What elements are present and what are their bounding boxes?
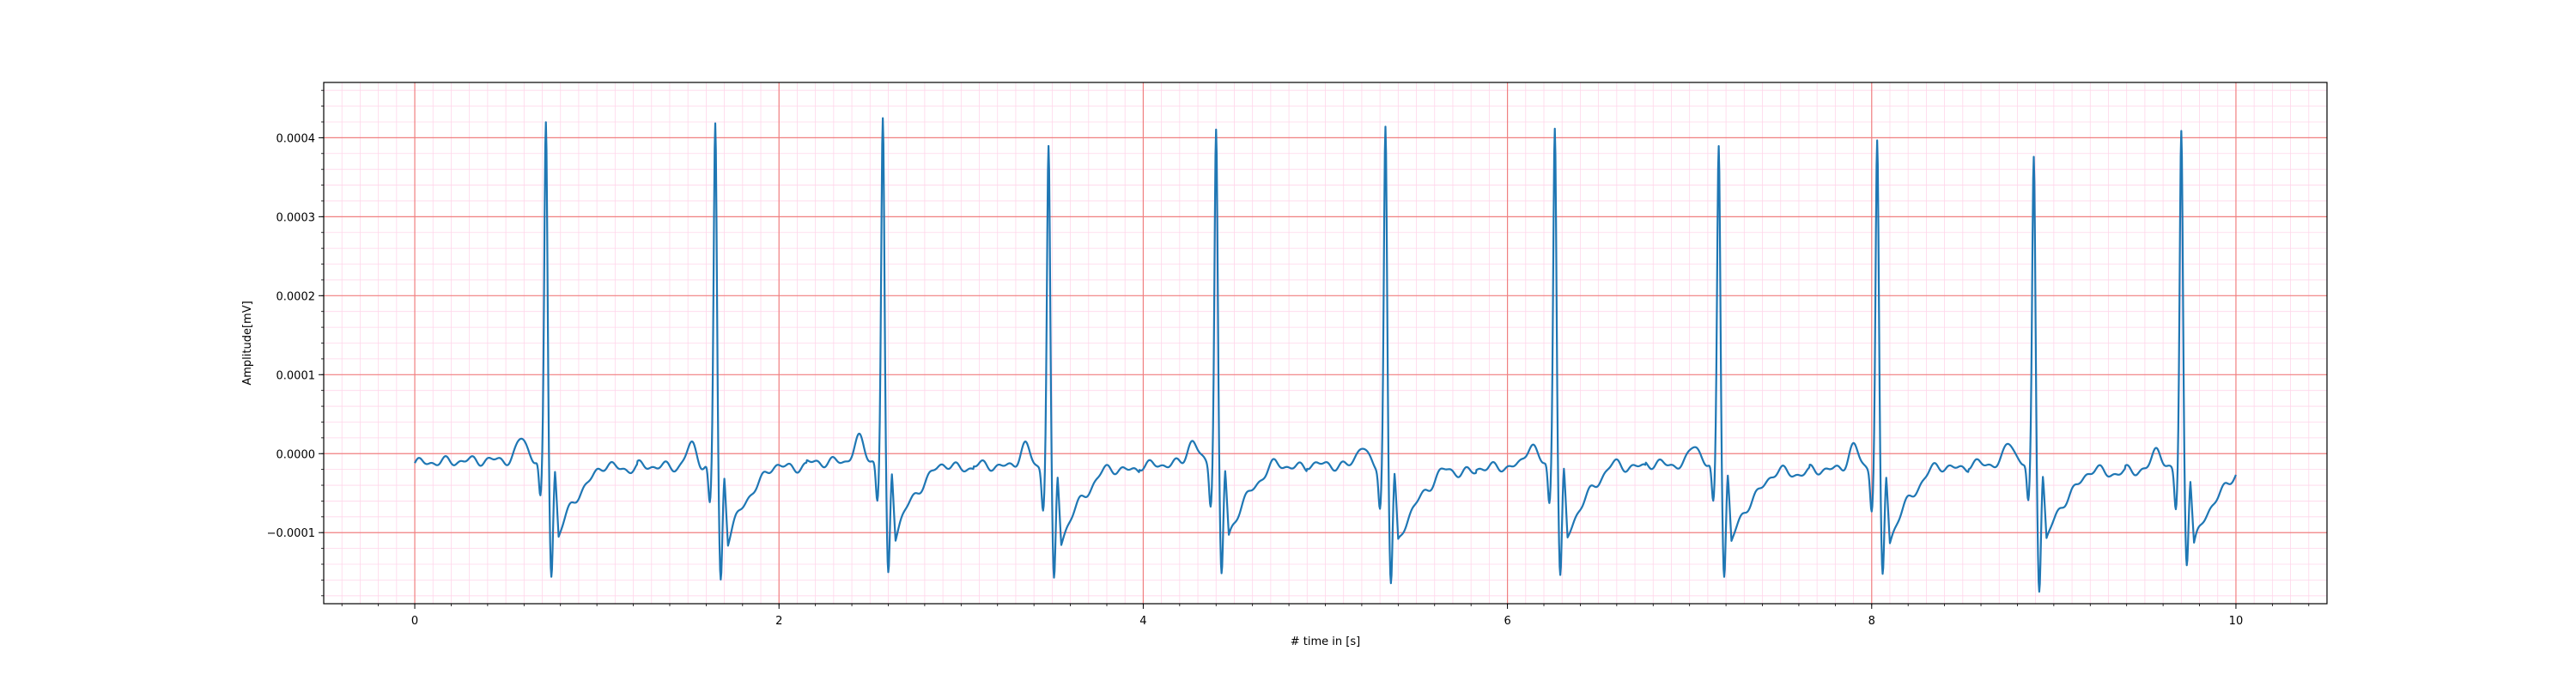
minor-grid: [323, 82, 2328, 604]
x-tick-label: 8: [1868, 615, 1875, 628]
y-axis: −0.0001 0.0000 0.0001 0.0002 0.0003 0.0004: [267, 89, 324, 597]
x-axis: 0 2 4 6 8 10: [341, 604, 2310, 628]
ecg-series-line: [414, 117, 2237, 593]
x-tick-label: 0: [411, 615, 418, 628]
y-tick-label: 0.0002: [276, 290, 316, 303]
y-tick-label: −0.0001: [267, 527, 315, 540]
x-axis-label: # time in [s]: [1291, 635, 1360, 648]
y-tick-label: 0.0000: [276, 448, 316, 461]
x-tick-label: 4: [1139, 615, 1146, 628]
x-tick-label: 2: [775, 615, 782, 628]
r-peaks: [546, 106, 2182, 142]
y-axis-label: Amplitude[mV]: [241, 301, 254, 385]
y-tick-label: 0.0003: [276, 211, 316, 224]
x-tick-label: 6: [1504, 615, 1510, 628]
y-tick-label: 0.0004: [276, 132, 316, 145]
x-tick-label: 10: [2229, 615, 2244, 628]
major-grid: [324, 82, 2327, 604]
y-tick-label: 0.0001: [276, 369, 316, 382]
